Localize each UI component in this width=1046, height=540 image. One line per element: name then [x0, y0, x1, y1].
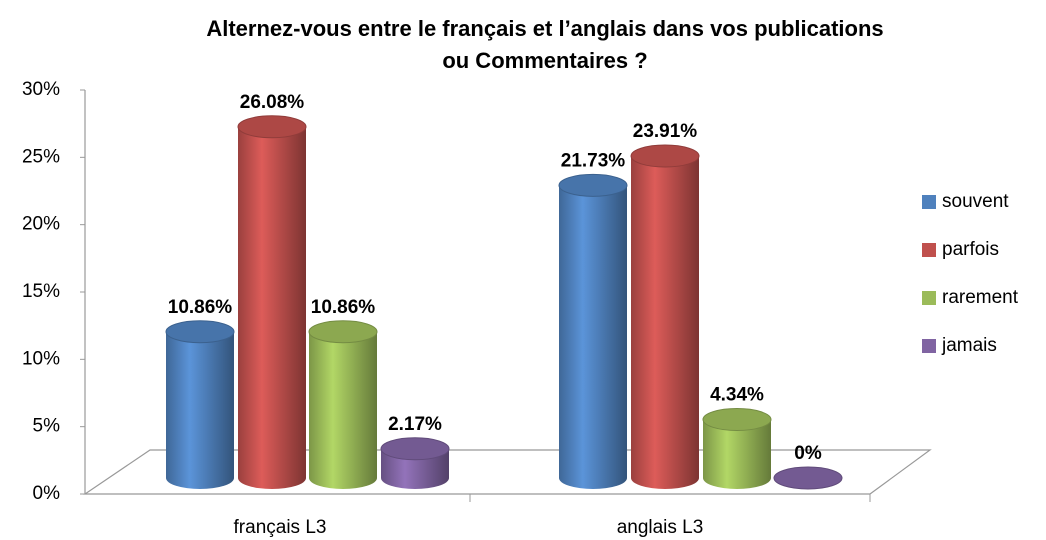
y-tick-label: 30%: [22, 79, 60, 100]
value-label: 4.34%: [710, 385, 764, 406]
bar-top: [237, 115, 307, 139]
x-tick-label: français L3: [234, 517, 327, 538]
value-label: 26.08%: [240, 92, 305, 113]
y-tick-label: 5%: [33, 416, 61, 437]
bar-top: [308, 320, 378, 344]
legend-label: souvent: [942, 191, 1009, 212]
legend-swatch: [922, 195, 936, 209]
value-label: 0%: [794, 443, 822, 464]
bar: [165, 320, 235, 489]
y-tick-label: 10%: [22, 348, 60, 369]
y-tick-label: 0%: [33, 483, 61, 504]
chart-title: Alternez-vous entre le français et l’ang…: [206, 16, 883, 41]
value-label: 23.91%: [633, 121, 698, 142]
bar: [558, 173, 628, 490]
bar: [773, 466, 843, 490]
bar-body: [703, 419, 771, 489]
value-label: 2.17%: [388, 414, 442, 435]
y-tick-label: 25%: [22, 146, 60, 167]
y-tick-label: 15%: [22, 281, 60, 302]
value-label: 10.86%: [311, 297, 376, 318]
y-tick-label: 20%: [22, 214, 60, 235]
bar: [237, 115, 307, 489]
bar-top: [773, 466, 843, 490]
floor: [83, 449, 932, 495]
bar-top: [380, 437, 450, 461]
bar: [380, 437, 450, 489]
x-tick-label: anglais L3: [617, 517, 704, 538]
bar: [630, 144, 700, 489]
bar: [308, 320, 378, 489]
value-label: 21.73%: [561, 150, 626, 171]
legend-label: rarement: [942, 287, 1019, 308]
bar-body: [238, 126, 306, 489]
bar-top: [702, 408, 772, 432]
bar-body: [559, 185, 627, 490]
legend-label: jamais: [941, 335, 997, 356]
bar: [702, 408, 772, 489]
bar-top: [630, 144, 700, 168]
value-label: 10.86%: [168, 297, 233, 318]
bar-body: [309, 331, 377, 489]
bar-body: [166, 331, 234, 489]
legend-label: parfois: [942, 239, 999, 260]
legend-swatch: [922, 243, 936, 257]
bar-top: [558, 173, 628, 197]
chart-title: ou Commentaires ?: [442, 48, 647, 73]
bar-body: [631, 156, 699, 489]
legend-swatch: [922, 291, 936, 305]
bar-top: [165, 320, 235, 344]
legend-swatch: [922, 339, 936, 353]
